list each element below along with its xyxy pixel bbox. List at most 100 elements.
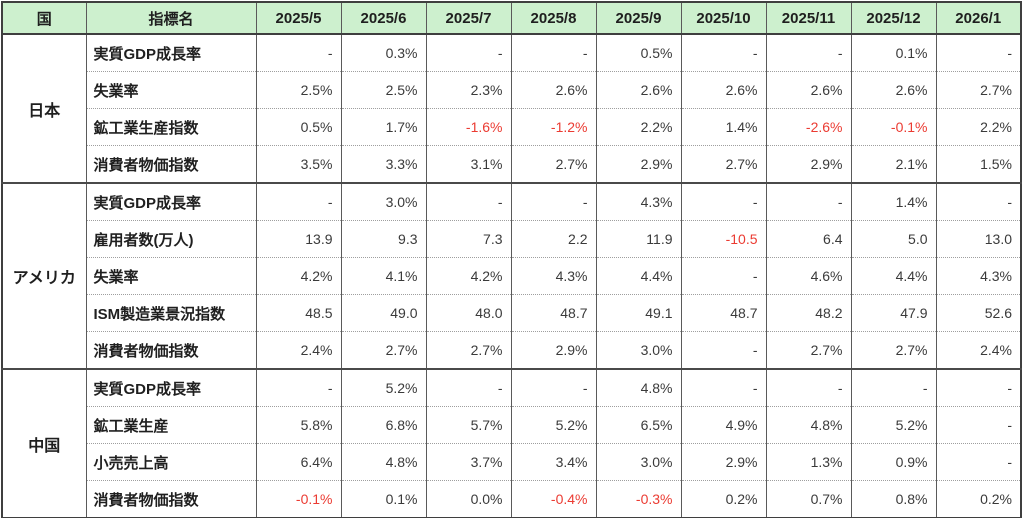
- value-cell: 0.0%: [425, 480, 511, 518]
- country-column-header: 国: [1, 2, 86, 35]
- value-cell: 4.2%: [255, 257, 341, 295]
- indicator-cell: 実質GDP成長率: [85, 182, 256, 221]
- value-cell: 0.9%: [850, 443, 936, 481]
- value-cell: 13.0: [935, 220, 1021, 258]
- value-cell: 1.5%: [935, 145, 1021, 183]
- value-cell: -: [680, 257, 766, 295]
- value-cell: 2.7%: [340, 331, 426, 369]
- indicator-cell: 小売売上高: [85, 443, 256, 481]
- value-cell: -2.6%: [765, 108, 851, 146]
- indicator-cell: 鉱工業生産指数: [85, 108, 256, 146]
- value-cell: 2.2%: [935, 108, 1021, 146]
- value-cell: 2.6%: [680, 71, 766, 109]
- indicator-cell: 失業率: [85, 257, 256, 295]
- value-cell: 4.6%: [765, 257, 851, 295]
- table-row: 雇用者数(万人) 13.9 9.3 7.3 2.2 11.9 -10.5 6.4 5.0 13.0: [2, 220, 1021, 258]
- value-cell: 9.3: [340, 220, 426, 258]
- table-row: 日本 実質GDP成長率 -0.3% - -0.5% - -0.1% -: [1, 34, 1021, 183]
- value-cell: 3.1%: [425, 145, 511, 183]
- value-cell: 2.7%: [765, 331, 851, 369]
- value-cell: 2.6%: [850, 71, 936, 109]
- value-cell: 1.4%: [850, 182, 936, 221]
- value-cell: 3.5%: [255, 145, 341, 183]
- value-cell: -: [255, 34, 341, 72]
- value-cell: 4.3%: [510, 257, 596, 295]
- value-cell: -: [425, 34, 511, 72]
- value-cell: -: [510, 368, 596, 407]
- value-cell: -0.1%: [850, 108, 936, 146]
- value-cell: 2.7%: [510, 145, 596, 183]
- value-cell: 48.7: [680, 294, 766, 332]
- value-cell: 13.9: [255, 220, 341, 258]
- value-cell: 2.9%: [595, 145, 681, 183]
- table-row: 鉱工業生産 5.8% 6.8% 5.7% 5.2% 6.5% 4.9% 4.8% 5.2% -: [2, 406, 1021, 444]
- indicator-column-header: 指標名: [85, 2, 256, 35]
- table-row: 失業率 4.2% 4.1% 4.2% 4.3% 4.4% -4.6% 4.4% 4.3%: [2, 257, 1021, 295]
- value-cell: -: [425, 182, 511, 221]
- value-cell: 1.3%: [765, 443, 851, 481]
- indicator-cell: 消費者物価指数: [85, 331, 256, 369]
- value-cell: 2.4%: [935, 331, 1021, 369]
- value-cell: 5.8%: [255, 406, 341, 444]
- value-cell: 2.1%: [850, 145, 936, 183]
- value-cell: 2.7%: [850, 331, 936, 369]
- value-cell: 6.5%: [595, 406, 681, 444]
- value-cell: 0.8%: [850, 480, 936, 518]
- month-column-header: 2025/12: [850, 2, 936, 35]
- value-cell: 2.6%: [595, 71, 681, 109]
- value-cell: 2.4%: [255, 331, 341, 369]
- value-cell: -: [680, 331, 766, 369]
- value-cell: 0.7%: [765, 480, 851, 518]
- value-cell: 2.9%: [765, 145, 851, 183]
- value-cell: 47.9: [850, 294, 936, 332]
- value-cell: 2.2: [510, 220, 596, 258]
- value-cell: -: [935, 368, 1021, 407]
- value-cell: -1.2%: [510, 108, 596, 146]
- table-row: 失業率 2.5% 2.5% 2.3% 2.6% 2.6% 2.6% 2.6% 2.6% 2.7%: [2, 71, 1021, 109]
- indicator-cell: 実質GDP成長率: [85, 368, 256, 407]
- value-cell: -: [425, 368, 511, 407]
- value-cell: 2.6%: [510, 71, 596, 109]
- value-cell: 7.3: [425, 220, 511, 258]
- table-row: 鉱工業生産指数 0.5% 1.7% -1.6% -1.2% 2.2% 1.4% -2.6% -0…: [2, 108, 1021, 146]
- value-cell: 4.8%: [595, 368, 681, 407]
- value-cell: 3.0%: [340, 182, 426, 221]
- value-cell: 2.9%: [510, 331, 596, 369]
- value-cell: -1.6%: [425, 108, 511, 146]
- value-cell: -: [255, 368, 341, 407]
- value-cell: 2.5%: [255, 71, 341, 109]
- value-cell: 48.0: [425, 294, 511, 332]
- value-cell: 2.6%: [765, 71, 851, 109]
- value-cell: 4.3%: [595, 182, 681, 221]
- month-column-header: 2025/9: [595, 2, 681, 35]
- country-cell: 日本: [1, 34, 86, 183]
- table-row: 消費者物価指数 2.4% 2.7% 2.7% 2.9% 3.0% -2.7% 2.7% 2.4%: [2, 331, 1021, 369]
- value-cell: 6.4%: [255, 443, 341, 481]
- value-cell: 4.4%: [595, 257, 681, 295]
- value-cell: 0.5%: [595, 34, 681, 72]
- indicator-cell: ISM製造業景況指数: [85, 294, 256, 332]
- value-cell: 4.8%: [340, 443, 426, 481]
- value-cell: 3.4%: [510, 443, 596, 481]
- value-cell: 6.4: [765, 220, 851, 258]
- value-cell: 3.0%: [595, 331, 681, 369]
- month-column-header: 2025/8: [510, 2, 596, 35]
- value-cell: -: [935, 182, 1021, 221]
- value-cell: 11.9: [595, 220, 681, 258]
- value-cell: 48.2: [765, 294, 851, 332]
- table-body: 日本 実質GDP成長率 -0.3% - -0.5% - -0.1% - 失業率 2.5% 2.5% 2…: [1, 34, 1021, 518]
- value-cell: -: [935, 443, 1021, 481]
- value-cell: -: [765, 368, 851, 407]
- value-cell: -: [255, 182, 341, 221]
- table-header-row: 国指標名 2025/5 2025/6 2025/7 2025/8 2025/9 2025/1…: [1, 2, 1021, 35]
- value-cell: 2.7%: [680, 145, 766, 183]
- month-column-header: 2025/6: [340, 2, 426, 35]
- country-cell: アメリカ: [1, 182, 86, 369]
- value-cell: 2.7%: [425, 331, 511, 369]
- value-cell: -: [510, 182, 596, 221]
- value-cell: 5.0: [850, 220, 936, 258]
- value-cell: 3.7%: [425, 443, 511, 481]
- value-cell: -: [510, 34, 596, 72]
- value-cell: 2.5%: [340, 71, 426, 109]
